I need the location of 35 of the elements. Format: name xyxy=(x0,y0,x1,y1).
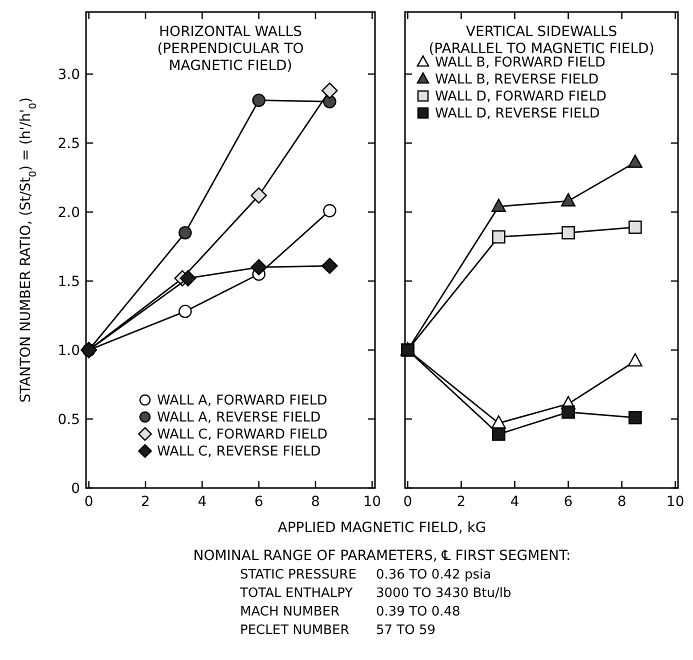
legend-label: WALL D, REVERSE FIELD xyxy=(435,106,600,122)
text: TOTAL ENTHALPY 3000 TO 3430 Btu/lb xyxy=(240,586,512,601)
text: NOMINAL RANGE OF PARAMETERS, ℄ FIRST SEGMENT: xyxy=(193,548,571,564)
text: HORIZONTAL WALLS (PERPENDICULAR TO MAGNETIC FIELD) xyxy=(157,24,304,74)
y-tick-label: 2.0 xyxy=(58,204,80,221)
legend-label: WALL B, FORWARD FIELD xyxy=(435,54,606,71)
x-tick-label: 4 xyxy=(510,494,520,510)
x-tick-label: 0 xyxy=(403,494,412,510)
legend-label: WALL A, REVERSE FIELD xyxy=(157,410,321,426)
text: STATIC PRESSURE 0.36 TO 0.42 psia xyxy=(240,568,492,582)
x-tick-label: 2 xyxy=(456,494,466,510)
legend-label: WALL D, FORWARD FIELD xyxy=(435,88,606,105)
x-tick-label: 4 xyxy=(198,494,207,510)
legend-label: WALL C, REVERSE FIELD xyxy=(157,444,321,460)
y-tick-label: 3.0 xyxy=(58,66,80,83)
x-tick-label: 6 xyxy=(254,494,264,510)
text: MACH NUMBER 0.39 TO 0.48 xyxy=(240,604,460,620)
legend-label: WALL C, FORWARD FIELD xyxy=(157,426,328,443)
x-tick-label: 8 xyxy=(617,494,626,510)
x-axis-title: APPLIED MAGNETIC FIELD, kG xyxy=(278,520,486,536)
x-tick-label: 10 xyxy=(666,494,684,510)
text: PECLET NUMBER 57 TO 59 xyxy=(240,623,436,638)
x-tick-label: 8 xyxy=(311,494,320,510)
text: VERTICAL SIDEWALLS (PARALLEL TO MAGNETIC FIELD) xyxy=(428,24,654,57)
x-tick-label: 0 xyxy=(84,494,94,510)
legend-label: WALL A, FORWARD FIELD xyxy=(157,392,328,409)
x-tick-label: 2 xyxy=(141,494,150,510)
x-tick-label: 6 xyxy=(564,494,573,510)
x-tick-label: 10 xyxy=(363,494,382,510)
legend-label: WALL B, REVERSE FIELD xyxy=(435,72,599,88)
y-tick-label: 1.0 xyxy=(58,342,80,359)
y-tick-label: 1.5 xyxy=(58,274,80,290)
y-tick-label: 2.5 xyxy=(58,136,80,152)
y-tick-label: 0 xyxy=(71,480,80,497)
y-tick-label: 0.5 xyxy=(58,412,80,428)
